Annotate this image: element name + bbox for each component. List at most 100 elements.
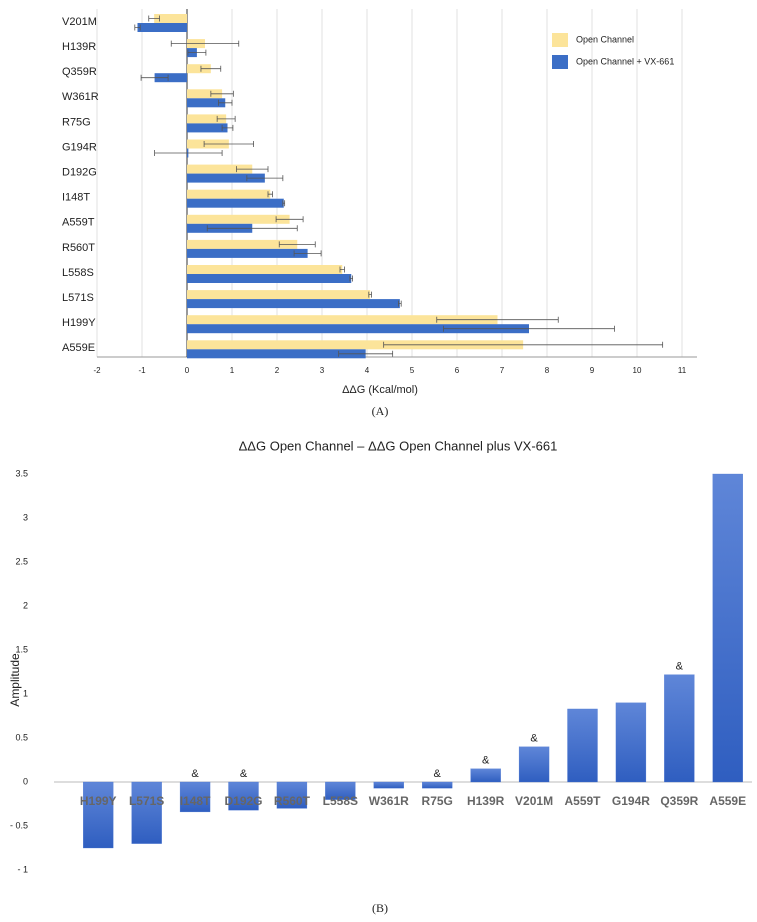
x-tick-label: 3 <box>320 366 325 375</box>
bar <box>137 23 187 32</box>
bar <box>187 248 308 258</box>
x-tick-label: V201M <box>515 794 553 808</box>
category-label: R75G <box>62 116 91 128</box>
category-label: I148T <box>62 192 90 204</box>
bar <box>187 299 400 309</box>
error-bar <box>187 49 207 56</box>
category-label: G194R <box>62 141 97 153</box>
bar <box>187 164 253 174</box>
bar <box>187 274 352 283</box>
bar <box>187 315 498 325</box>
category-label: L571S <box>62 292 94 304</box>
error-bar <box>339 266 345 273</box>
legend-swatch <box>552 55 568 69</box>
x-tick-label: 1 <box>230 366 235 375</box>
x-tick-label: I148T <box>180 794 211 808</box>
legend-label: Open Channel + VX-661 <box>576 56 674 66</box>
y-tick-label: 3.5 <box>15 468 28 478</box>
error-bar <box>275 216 304 223</box>
bar <box>567 708 598 783</box>
x-tick-label: A559E <box>709 794 746 808</box>
annotation: & <box>530 733 538 745</box>
bar <box>712 473 743 783</box>
caption: (A) <box>372 404 389 418</box>
error-bar <box>436 316 559 323</box>
y-tick-label: - 1 <box>17 864 28 874</box>
x-tick-label: A559T <box>564 794 601 808</box>
bar <box>187 198 284 208</box>
bar <box>131 781 162 844</box>
bar <box>187 173 265 183</box>
bar <box>187 114 227 124</box>
x-tick-label: L571S <box>129 794 164 808</box>
bar <box>187 89 223 99</box>
x-axis-label: ΔΔG (Kcal/mol) <box>342 384 418 396</box>
bar <box>422 781 453 789</box>
bar <box>470 768 501 783</box>
caption: (B) <box>372 901 388 915</box>
x-tick-label: H199Y <box>80 794 117 808</box>
error-bar <box>200 65 222 72</box>
x-tick-label: 4 <box>365 366 370 375</box>
bar <box>154 14 187 23</box>
y-tick-label: 0.5 <box>15 732 28 742</box>
y-tick-label: 2.5 <box>15 556 28 566</box>
bar <box>187 340 524 350</box>
category-label: L558S <box>62 267 94 279</box>
bar <box>187 98 226 108</box>
error-bar <box>383 341 664 348</box>
annotation: & <box>676 661 684 673</box>
category-label: H139R <box>62 41 96 53</box>
category-label: V201M <box>62 16 97 28</box>
x-tick-label: 10 <box>633 366 642 375</box>
error-bar <box>206 225 298 232</box>
error-bar <box>368 291 372 298</box>
x-tick-label: D192G <box>224 794 262 808</box>
x-tick-label: 2 <box>275 366 280 375</box>
x-tick-label: 11 <box>678 366 687 375</box>
bar <box>187 214 290 224</box>
error-bar <box>338 350 394 357</box>
bar <box>664 674 695 783</box>
category-label: D192G <box>62 167 97 179</box>
bar <box>187 324 529 334</box>
bar <box>228 781 259 811</box>
legend-swatch <box>552 33 568 47</box>
bar <box>518 746 550 783</box>
error-bar <box>218 99 233 106</box>
bar <box>615 702 647 783</box>
bar <box>187 349 366 359</box>
bar <box>187 290 371 300</box>
x-tick-label: W361R <box>369 794 409 808</box>
x-tick-label: 5 <box>410 366 415 375</box>
error-bar <box>148 15 160 22</box>
x-tick-label: 7 <box>500 366 505 375</box>
annotation: & <box>191 768 199 780</box>
error-bar <box>216 115 236 122</box>
category-label: R560T <box>62 242 95 254</box>
bar <box>373 781 404 789</box>
bar <box>83 781 114 849</box>
x-tick-label: R75G <box>422 794 453 808</box>
x-tick-label: L558S <box>323 794 358 808</box>
bar <box>187 189 271 199</box>
category-label: A559T <box>62 217 95 229</box>
y-tick-label: 3 <box>23 512 28 522</box>
x-tick-label: 0 <box>185 366 190 375</box>
category-label: Q359R <box>62 66 97 78</box>
bar <box>187 123 228 133</box>
bar <box>154 73 187 83</box>
y-tick-label: 1 <box>23 688 28 698</box>
y-tick-label: 0 <box>23 776 28 786</box>
y-tick-label: 2 <box>23 600 28 610</box>
annotation: & <box>434 768 442 780</box>
x-tick-label: R560T <box>274 794 311 808</box>
bar <box>325 781 356 800</box>
bar <box>187 239 298 249</box>
error-bar <box>170 40 240 47</box>
category-label: H199Y <box>62 317 96 329</box>
x-tick-label: -1 <box>138 366 146 375</box>
legend-label: Open Channel <box>576 34 634 44</box>
x-tick-label: G194R <box>612 794 650 808</box>
